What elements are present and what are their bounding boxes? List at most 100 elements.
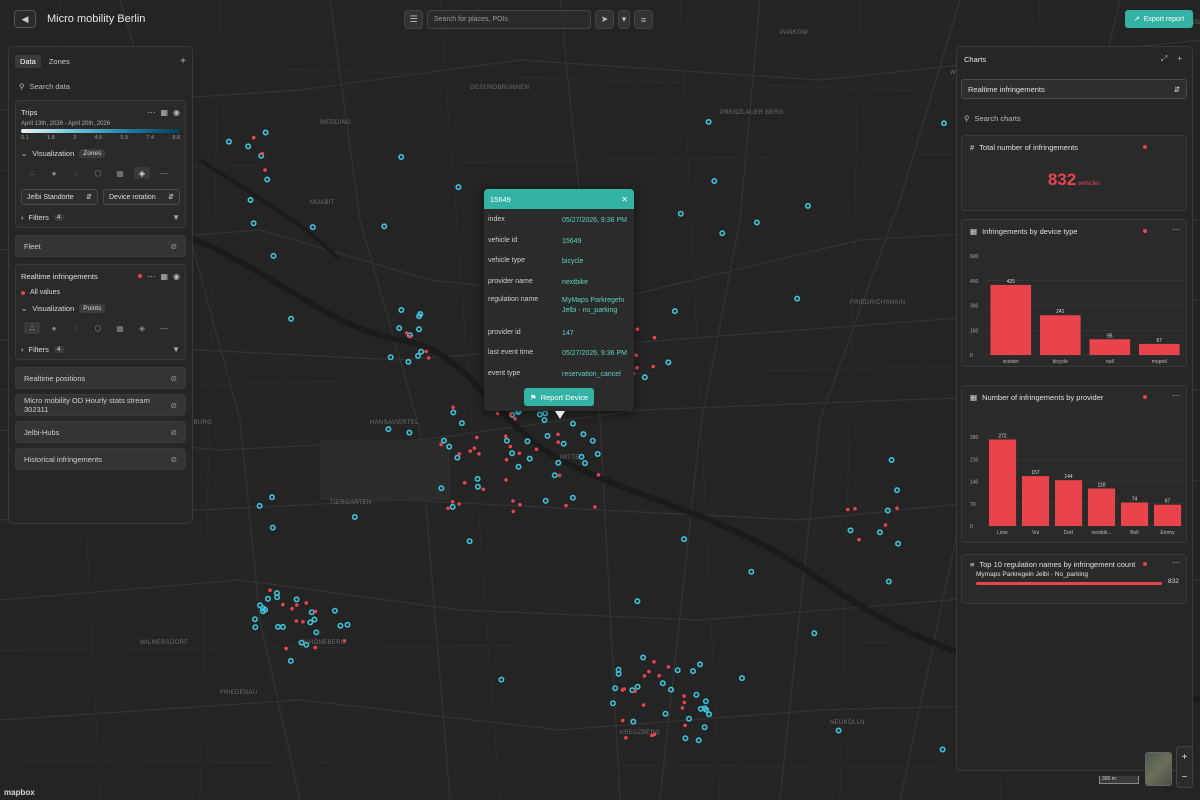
zones-icon[interactable]: ◈ bbox=[134, 167, 150, 179]
eye-off-icon[interactable]: ⊘ bbox=[170, 373, 177, 383]
bar[interactable] bbox=[1055, 480, 1083, 526]
chart-search-input[interactable]: ⚲ Search charts bbox=[964, 114, 1021, 123]
chevron-left-icon: ◀ bbox=[21, 13, 29, 24]
bar[interactable] bbox=[1139, 343, 1180, 355]
close-icon[interactable]: ✕ bbox=[621, 194, 628, 204]
vehicle-marker bbox=[396, 325, 403, 332]
infringements-filters-toggle[interactable]: › Filters 4 ▼ bbox=[21, 345, 180, 354]
infringement-marker bbox=[651, 364, 655, 369]
report-device-button[interactable]: ⚑ Report Device bbox=[524, 388, 594, 406]
trips-visualization-toggle[interactable]: ⌄ Visualization Zones bbox=[21, 149, 180, 158]
vehicle-marker bbox=[753, 219, 760, 226]
infringement-marker bbox=[642, 674, 647, 678]
hexbin-icon[interactable]: ⬡ bbox=[94, 323, 102, 333]
y-tick-label: 0 bbox=[970, 524, 973, 530]
od-stats-layer[interactable]: Micro mobility OD Hourly stats stream 30… bbox=[15, 394, 186, 416]
cluster-icon[interactable]: ● bbox=[51, 323, 57, 333]
select-tool-button[interactable]: ➤ bbox=[595, 10, 614, 29]
expand-icon[interactable]: ⤢ bbox=[1160, 54, 1168, 63]
vehicle-marker bbox=[307, 619, 314, 626]
vehicle-marker bbox=[303, 641, 310, 648]
realtime-positions-layer[interactable]: Realtime positions ⊘ bbox=[15, 367, 186, 389]
data-search-input[interactable]: ⚲ Search data bbox=[15, 79, 186, 93]
hexbin-icon[interactable]: ⬡ bbox=[94, 168, 102, 178]
more-icon[interactable]: ⋯ bbox=[1172, 225, 1180, 234]
chart-group-select[interactable]: Realtime infringements ⇵ bbox=[961, 79, 1187, 99]
infringement-marker bbox=[596, 473, 601, 477]
infringement-marker bbox=[682, 700, 687, 705]
eye-off-icon[interactable]: ⊘ bbox=[170, 400, 177, 410]
grid-icon[interactable]: ▦ bbox=[116, 168, 124, 178]
zones-source-select[interactable]: Jelbi Standorte ⇵ bbox=[21, 189, 98, 205]
bar[interactable] bbox=[989, 439, 1017, 527]
add-layer-button[interactable]: + bbox=[180, 55, 186, 67]
infringements-visualization-toggle[interactable]: ⌄ Visualization Points bbox=[21, 304, 180, 313]
popup-value: 147 bbox=[562, 330, 574, 337]
bar[interactable] bbox=[1088, 488, 1116, 527]
bar[interactable] bbox=[1022, 476, 1050, 526]
total-unit: vehicles bbox=[1078, 181, 1101, 187]
vehicle-marker bbox=[893, 487, 900, 494]
more-icon[interactable]: ⋯ bbox=[1172, 391, 1180, 400]
chart-icon[interactable]: ▦ bbox=[160, 107, 169, 117]
zoom-in-button[interactable]: + bbox=[1181, 751, 1188, 763]
total-value: 832 vehicles bbox=[962, 170, 1186, 190]
jelbi-hubs-layer[interactable]: Jelbi-Hubs ⊘ bbox=[15, 421, 186, 443]
visualization-label: Visualization bbox=[32, 304, 75, 313]
heatmap-icon[interactable]: ◌ bbox=[73, 323, 79, 333]
filter-icon[interactable]: ▼ bbox=[172, 345, 180, 354]
vehicle-marker bbox=[247, 197, 254, 204]
fleet-layer[interactable]: Fleet ⊘ bbox=[15, 235, 186, 257]
zoom-out-button[interactable]: − bbox=[1181, 771, 1188, 783]
back-button[interactable]: ◀ bbox=[14, 10, 36, 28]
eye-off-icon[interactable]: ⊘ bbox=[170, 241, 177, 251]
bar[interactable] bbox=[990, 284, 1032, 355]
heatmap-icon[interactable]: ◌ bbox=[73, 168, 79, 178]
lines-icon[interactable]: — bbox=[160, 323, 168, 333]
bar[interactable] bbox=[1154, 504, 1182, 526]
more-icon[interactable]: ⋯ bbox=[147, 271, 156, 281]
infringement-marker bbox=[342, 639, 347, 643]
popup-value: bicycle bbox=[562, 258, 584, 265]
metric-select[interactable]: Device rotation ⇵ bbox=[103, 189, 180, 205]
more-icon[interactable]: ⋯ bbox=[147, 107, 156, 117]
historical-infringements-layer[interactable]: Historical infringements ⊘ bbox=[15, 448, 186, 470]
map-search-input[interactable]: Search for places, POIs bbox=[427, 10, 591, 29]
trips-filters-toggle[interactable]: › Filters 4 ▼ bbox=[21, 213, 180, 222]
satellite-toggle[interactable] bbox=[1145, 752, 1172, 786]
vehicle-marker bbox=[458, 420, 465, 427]
zones-icon[interactable]: ◈ bbox=[138, 323, 146, 333]
map-district-label: MOABIT bbox=[310, 200, 335, 206]
more-icon[interactable]: ⋯ bbox=[1172, 558, 1180, 567]
bar[interactable] bbox=[1121, 502, 1149, 527]
points-icon[interactable]: ∴ bbox=[29, 168, 35, 178]
bar[interactable] bbox=[1089, 339, 1131, 355]
vehicle-marker bbox=[351, 513, 358, 520]
cluster-icon[interactable]: ● bbox=[51, 168, 57, 178]
eye-icon[interactable]: ◉ bbox=[173, 107, 180, 117]
tab-zones[interactable]: Zones bbox=[48, 56, 70, 66]
filter-icon[interactable]: ▼ bbox=[172, 213, 180, 222]
eye-off-icon[interactable]: ⊘ bbox=[170, 454, 177, 464]
layers-button[interactable]: ☰ bbox=[404, 10, 423, 29]
infringement-marker bbox=[446, 506, 450, 511]
vehicle-marker bbox=[268, 494, 275, 501]
chart-icon[interactable]: ▦ bbox=[160, 271, 169, 281]
list-button[interactable]: ≡ bbox=[634, 10, 653, 29]
vehicle-marker bbox=[674, 667, 681, 674]
eye-icon[interactable]: ◉ bbox=[173, 271, 180, 281]
x-tick-label: Lime bbox=[997, 530, 1008, 536]
grid-icon[interactable]: ▦ bbox=[116, 323, 124, 333]
add-chart-icon[interactable]: + bbox=[1177, 54, 1182, 63]
lines-icon[interactable]: — bbox=[160, 168, 168, 178]
filters-label: Filters bbox=[28, 213, 49, 222]
tab-data[interactable]: Data bbox=[15, 54, 41, 68]
export-report-button[interactable]: ↗ Export report bbox=[1125, 10, 1193, 28]
bar[interactable] bbox=[1040, 315, 1081, 355]
y-tick-label: 300 bbox=[970, 304, 979, 310]
select-tool-dropdown[interactable]: ▾ bbox=[618, 10, 630, 29]
vehicle-marker bbox=[671, 308, 678, 315]
eye-off-icon[interactable]: ⊘ bbox=[170, 427, 177, 437]
map-district-label: NEUKÖLLN bbox=[830, 720, 865, 726]
points-icon[interactable]: ∴ bbox=[24, 322, 40, 334]
